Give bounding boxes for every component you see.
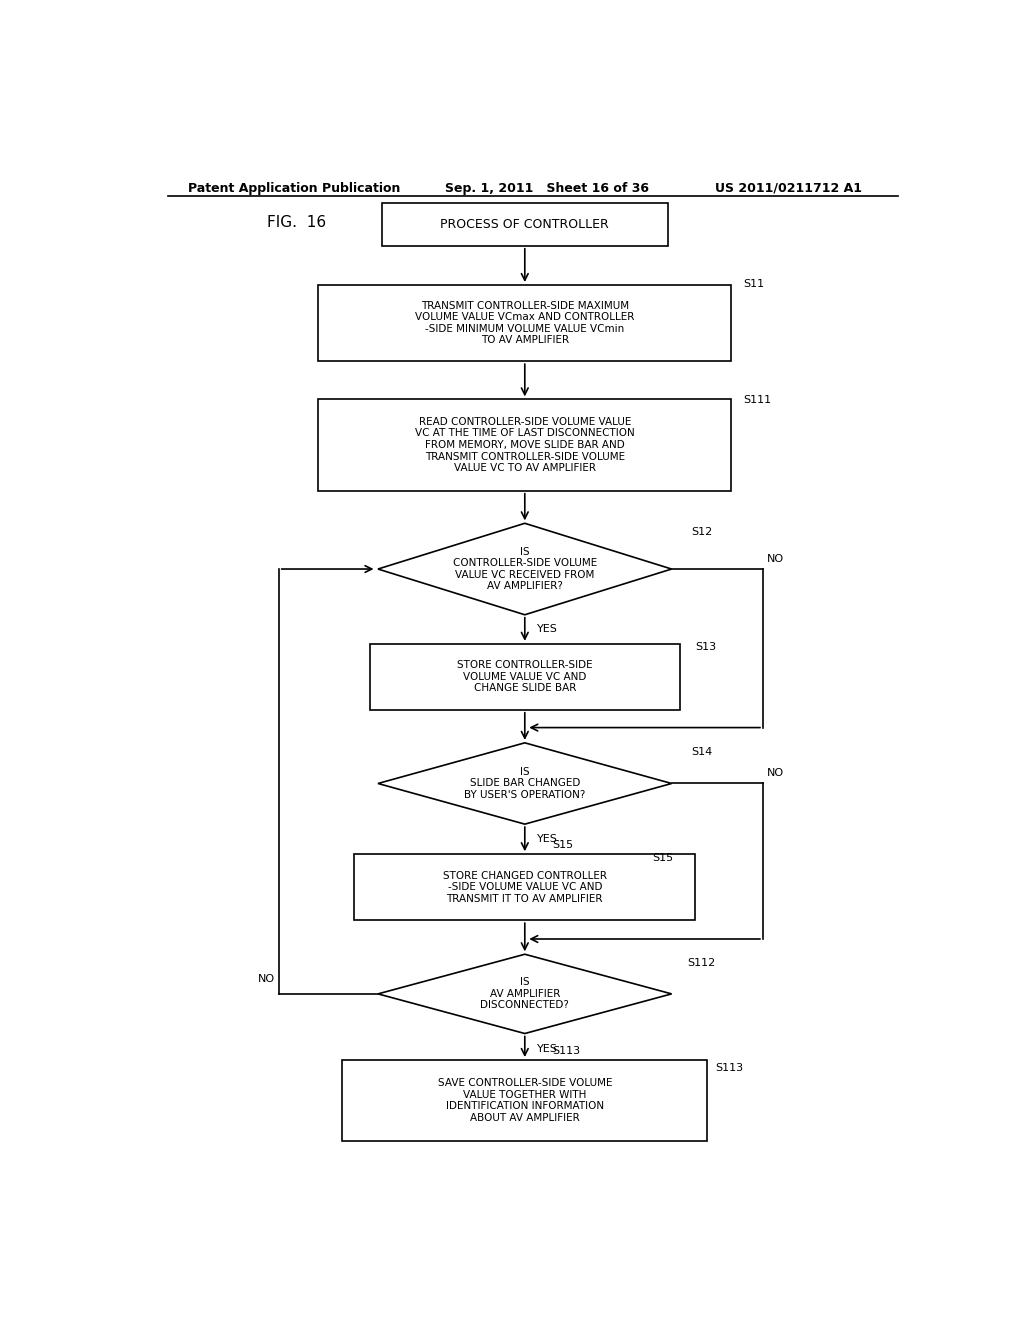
Text: STORE CHANGED CONTROLLER
-SIDE VOLUME VALUE VC AND
TRANSMIT IT TO AV AMPLIFIER: STORE CHANGED CONTROLLER -SIDE VOLUME VA…	[442, 871, 607, 904]
Text: NO: NO	[767, 554, 784, 564]
Text: S112: S112	[687, 958, 716, 969]
Polygon shape	[378, 954, 672, 1034]
Text: PROCESS OF CONTROLLER: PROCESS OF CONTROLLER	[440, 218, 609, 231]
Text: S111: S111	[743, 395, 771, 405]
Text: IS
CONTROLLER-SIDE VOLUME
VALUE VC RECEIVED FROM
AV AMPLIFIER?: IS CONTROLLER-SIDE VOLUME VALUE VC RECEI…	[453, 546, 597, 591]
Text: S14: S14	[691, 747, 713, 756]
FancyBboxPatch shape	[354, 854, 695, 920]
Text: S15: S15	[652, 853, 673, 863]
Text: SAVE CONTROLLER-SIDE VOLUME
VALUE TOGETHER WITH
IDENTIFICATION INFORMATION
ABOUT: SAVE CONTROLLER-SIDE VOLUME VALUE TOGETH…	[437, 1078, 612, 1123]
Text: FIG.  16: FIG. 16	[267, 215, 326, 230]
FancyBboxPatch shape	[318, 285, 731, 362]
Text: IS
SLIDE BAR CHANGED
BY USER'S OPERATION?: IS SLIDE BAR CHANGED BY USER'S OPERATION…	[464, 767, 586, 800]
Text: Patent Application Publication: Patent Application Publication	[187, 182, 400, 195]
Text: S113: S113	[553, 1045, 581, 1056]
FancyBboxPatch shape	[342, 1060, 708, 1142]
Polygon shape	[378, 523, 672, 615]
Text: NO: NO	[767, 768, 784, 779]
FancyBboxPatch shape	[370, 644, 680, 710]
Text: Sep. 1, 2011   Sheet 16 of 36: Sep. 1, 2011 Sheet 16 of 36	[445, 182, 649, 195]
Text: YES: YES	[537, 624, 558, 634]
Text: TRANSMIT CONTROLLER-SIDE MAXIMUM
VOLUME VALUE VCmax AND CONTROLLER
-SIDE MINIMUM: TRANSMIT CONTROLLER-SIDE MAXIMUM VOLUME …	[415, 301, 635, 346]
Text: IS
AV AMPLIFIER
DISCONNECTED?: IS AV AMPLIFIER DISCONNECTED?	[480, 977, 569, 1011]
Text: S12: S12	[691, 528, 713, 537]
FancyBboxPatch shape	[318, 399, 731, 491]
Text: S113: S113	[715, 1063, 743, 1073]
Text: YES: YES	[537, 1044, 558, 1053]
Text: S13: S13	[695, 643, 717, 652]
Text: US 2011/0211712 A1: US 2011/0211712 A1	[715, 182, 862, 195]
Polygon shape	[378, 743, 672, 824]
Text: STORE CONTROLLER-SIDE
VOLUME VALUE VC AND
CHANGE SLIDE BAR: STORE CONTROLLER-SIDE VOLUME VALUE VC AN…	[457, 660, 593, 693]
Text: S11: S11	[743, 280, 764, 289]
Text: READ CONTROLLER-SIDE VOLUME VALUE
VC AT THE TIME OF LAST DISCONNECTION
FROM MEMO: READ CONTROLLER-SIDE VOLUME VALUE VC AT …	[415, 417, 635, 474]
Text: NO: NO	[258, 974, 274, 983]
Text: YES: YES	[537, 834, 558, 845]
FancyBboxPatch shape	[382, 203, 668, 246]
Text: S15: S15	[553, 840, 573, 850]
